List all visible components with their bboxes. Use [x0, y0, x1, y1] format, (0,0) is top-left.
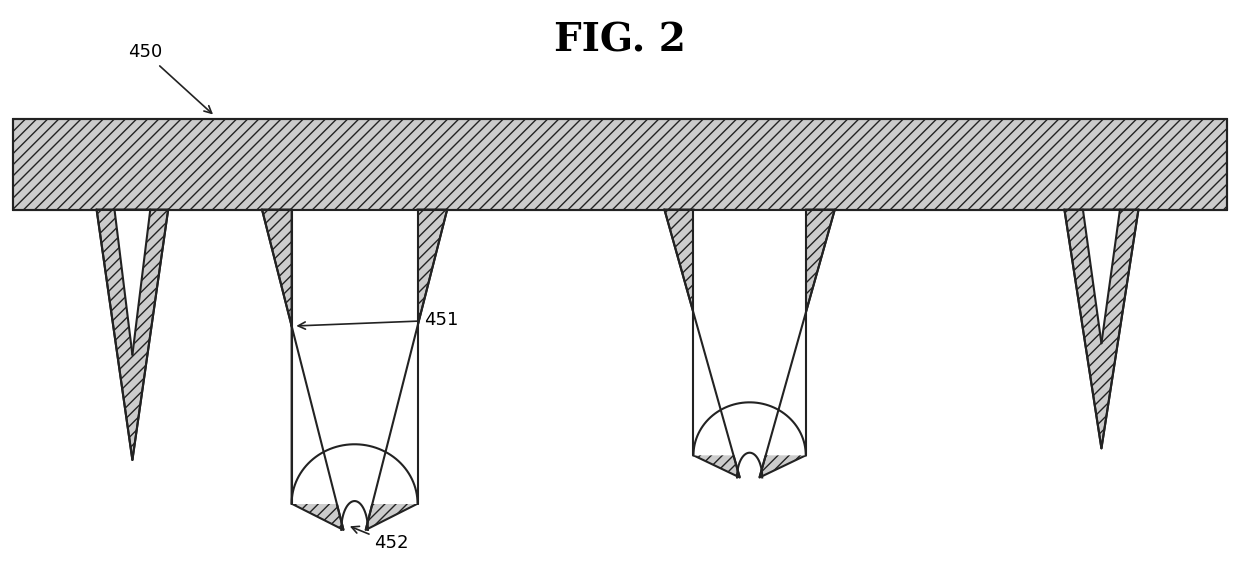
Polygon shape	[366, 209, 448, 530]
Polygon shape	[12, 119, 1228, 209]
Polygon shape	[291, 209, 418, 504]
Polygon shape	[291, 445, 418, 504]
Polygon shape	[1083, 209, 1120, 343]
Polygon shape	[665, 209, 740, 477]
Polygon shape	[262, 209, 343, 530]
Polygon shape	[693, 209, 806, 455]
Polygon shape	[114, 209, 150, 355]
Polygon shape	[759, 209, 835, 477]
Polygon shape	[97, 209, 169, 460]
Polygon shape	[1064, 209, 1138, 448]
Text: 450: 450	[128, 44, 212, 113]
Polygon shape	[693, 402, 806, 455]
Text: 451: 451	[298, 311, 459, 329]
Text: FIG. 2: FIG. 2	[554, 22, 686, 59]
Text: 452: 452	[351, 526, 409, 552]
